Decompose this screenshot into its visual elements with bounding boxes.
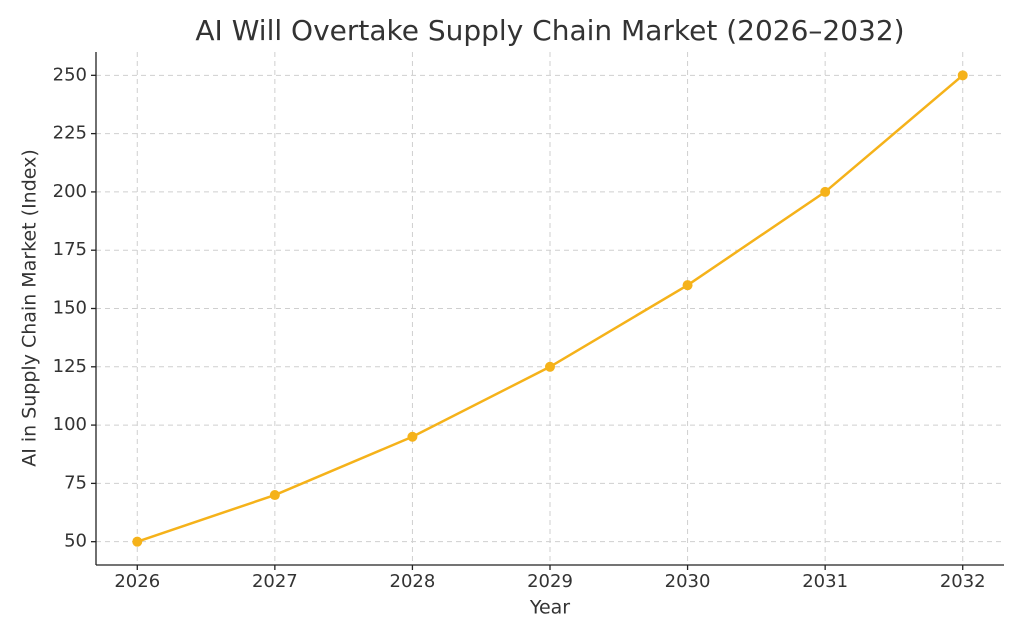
y-tick-label: 100 [53, 414, 87, 435]
y-axis-label: AI in Supply Chain Market (Index) [19, 149, 41, 467]
x-tick-label: 2032 [940, 571, 986, 592]
y-tick-label: 250 [53, 64, 87, 85]
x-tick-label: 2031 [802, 571, 848, 592]
y-tick-label: 50 [64, 531, 87, 552]
y-tick-label: 125 [53, 356, 87, 377]
y-tick-label: 75 [64, 472, 87, 493]
x-tick-label: 2029 [527, 571, 573, 592]
y-tick-label: 175 [53, 239, 87, 260]
point [682, 280, 693, 291]
point [545, 361, 555, 372]
x-tick-label: 2028 [390, 571, 436, 592]
point [407, 431, 418, 442]
chart-title: AI Will Overtake Supply Chain Market (20… [195, 14, 904, 47]
grid [96, 52, 1004, 565]
y-tick-label: 200 [53, 181, 87, 202]
x-tick-label: 2026 [114, 571, 160, 592]
point [820, 186, 831, 197]
point [132, 536, 143, 547]
y-tick-label: 225 [53, 123, 87, 144]
y-tick-label: 150 [53, 298, 87, 319]
point [957, 70, 968, 81]
x-tick-label: 2027 [252, 571, 298, 592]
x-tick-label: 2030 [665, 571, 711, 592]
point [269, 490, 280, 501]
x-axis-label: Year [529, 597, 570, 619]
